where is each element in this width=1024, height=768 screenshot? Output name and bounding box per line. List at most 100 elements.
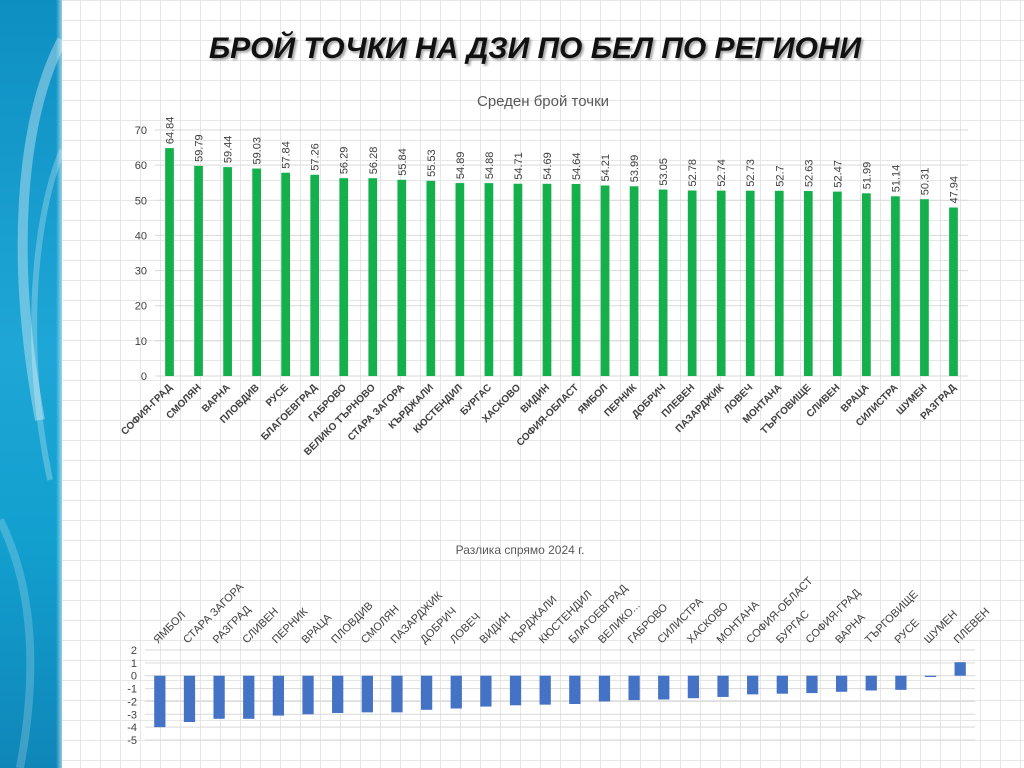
bar: [598, 675, 611, 702]
y-tick-label: -1: [127, 684, 137, 696]
category-label: РУСЕ: [264, 382, 291, 409]
data-label: 51.99: [861, 162, 873, 190]
bar: [865, 675, 877, 691]
side-decoration-band: [0, 0, 62, 768]
data-label: 53.05: [658, 158, 670, 186]
bar: [658, 675, 670, 700]
y-tick-label: -4: [127, 722, 137, 734]
bar: [571, 183, 581, 376]
data-label: 52.74: [716, 159, 728, 187]
bar: [542, 183, 552, 376]
bar: [895, 675, 907, 690]
y-tick-label: -3: [127, 709, 137, 721]
average-points-chart: Среден брой точки 0 10 20 30 40 50 60 70 64.84 СОФ…: [119, 93, 968, 458]
bar: [310, 174, 320, 376]
chart-title: Разлика спрямо 2024 г.: [456, 543, 585, 557]
bar: [629, 186, 639, 376]
bar: [183, 675, 196, 722]
y-tick-label: -5: [127, 735, 137, 747]
category-label: ВИДИН: [478, 610, 514, 646]
data-label: 54.88: [484, 152, 496, 180]
data-label: 59.79: [194, 134, 206, 162]
bar: [891, 196, 900, 376]
y-tick-label: 70: [135, 125, 147, 137]
y-tick-label: 60: [135, 160, 147, 172]
bar: [806, 675, 818, 694]
bar: [954, 662, 966, 676]
y-tick-label: 40: [135, 230, 147, 242]
data-label: 64.84: [165, 117, 177, 145]
y-tick-label: 50: [135, 195, 147, 207]
bar: [513, 183, 523, 376]
bar: [776, 675, 788, 694]
y-tick-label: 0: [141, 371, 147, 383]
category-label: ПЛЕВЕН: [952, 606, 990, 646]
bar: [716, 190, 726, 376]
bar: [539, 675, 551, 705]
bar: [252, 168, 261, 376]
bar: [420, 675, 433, 710]
category-label: РУСЕ: [893, 617, 922, 646]
bar: [272, 675, 285, 716]
data-label: 54.64: [571, 152, 583, 180]
y-tick-label: 30: [135, 266, 147, 278]
bar: [361, 675, 373, 713]
bar: [924, 675, 937, 677]
bar: [154, 675, 166, 728]
bar: [165, 148, 174, 376]
bar: [835, 675, 848, 692]
bar: [243, 675, 255, 719]
bar: [391, 675, 403, 713]
bar: [332, 675, 344, 713]
y-tick-label: 1: [131, 658, 137, 670]
data-label: 59.03: [252, 137, 264, 165]
y-tick-label: 0: [131, 671, 137, 683]
bar: [213, 675, 225, 719]
chart-title: Среден брой точки: [477, 93, 609, 110]
data-label: 52.78: [687, 159, 699, 187]
bar: [339, 178, 349, 376]
bar: [747, 675, 759, 695]
bar: [480, 675, 492, 707]
slide-title: БРОЙ ТОЧКИ НА ДЗИ ПО БЕЛ ПО РЕГИОНИ: [208, 32, 862, 65]
bar: [774, 190, 784, 376]
bar: [368, 178, 378, 376]
data-label: 55.53: [426, 149, 438, 177]
data-label: 52.73: [745, 159, 757, 187]
bar: [920, 199, 929, 376]
bar: [194, 165, 203, 376]
data-label: 52.63: [803, 160, 815, 188]
category-label: ЯМБОЛ: [151, 609, 188, 646]
y-tick-label: 2: [131, 645, 137, 657]
bar: [717, 675, 729, 697]
bar: [455, 183, 465, 376]
bar: [862, 193, 871, 376]
data-label: 56.29: [339, 147, 351, 175]
bar: [397, 179, 407, 376]
data-label: 52.7: [774, 165, 786, 186]
bar: [745, 190, 755, 376]
bar: [484, 183, 494, 376]
data-label: 47.94: [948, 176, 960, 204]
bar: [687, 190, 697, 376]
bar: [687, 675, 700, 699]
data-label: 50.31: [919, 168, 931, 196]
bar: [569, 675, 581, 704]
category-label: СОФИЯ-ГРАД: [119, 382, 174, 437]
bar: [949, 207, 958, 376]
data-label: 56.28: [368, 147, 380, 175]
data-label: 53.99: [629, 155, 641, 183]
y-tick-label: 20: [135, 301, 147, 313]
y-tick-label: -2: [127, 696, 137, 708]
data-label: 55.84: [397, 148, 409, 176]
bar: [658, 189, 668, 376]
bar: [509, 675, 522, 706]
data-label: 54.89: [455, 152, 467, 180]
data-label: 51.14: [890, 165, 902, 193]
bar: [832, 191, 842, 376]
data-label: 54.21: [600, 154, 612, 182]
data-label: 59.44: [223, 136, 235, 164]
bar: [302, 675, 314, 715]
bar: [628, 675, 640, 701]
